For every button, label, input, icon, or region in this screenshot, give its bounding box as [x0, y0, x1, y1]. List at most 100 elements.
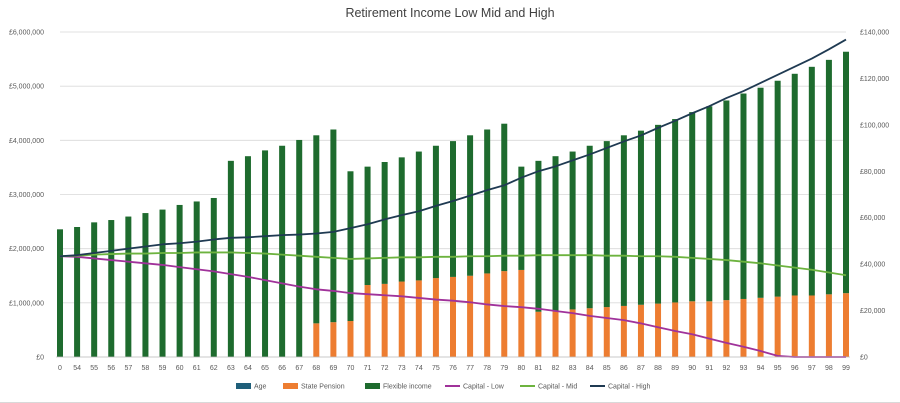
- x-tick-label: 68: [312, 365, 320, 372]
- line-capital-low: [59, 255, 846, 358]
- x-tick-label: 88: [654, 365, 662, 372]
- bar-state-pension: [723, 300, 730, 357]
- legend-label: Age: [254, 384, 267, 391]
- bar-state-pension: [774, 296, 781, 357]
- bar-flexible-income: [244, 156, 251, 357]
- bar-flexible-income: [467, 135, 474, 276]
- bar-state-pension: [791, 295, 798, 357]
- bar-flexible-income: [620, 135, 627, 306]
- bar-state-pension: [672, 302, 679, 357]
- left-axis: £0 £1,000,000 £2,000,000 £3,000,000 £4,000,0…: [9, 30, 44, 362]
- x-tick-label: 74: [415, 365, 423, 372]
- x-tick-label: 84: [586, 365, 594, 372]
- bar-flexible-income: [415, 151, 422, 281]
- bar-flexible-income: [364, 166, 371, 286]
- legend-bar-swatch: [365, 383, 380, 389]
- bar-flexible-income: [689, 112, 696, 302]
- bar-state-pension: [569, 309, 576, 357]
- x-tick-label: 66: [278, 365, 286, 372]
- bar-flexible-income: [57, 229, 63, 357]
- x-tick-label: 61: [193, 365, 201, 372]
- chart-title: Retirement Income Low Mid and High: [345, 6, 554, 20]
- bar-flexible-income: [330, 129, 337, 323]
- bar-flexible-income: [637, 130, 644, 305]
- x-tick-label: 71: [364, 365, 372, 372]
- bar-state-pension: [432, 278, 439, 357]
- bar-flexible-income: [450, 141, 456, 277]
- right-tick-label: £120,000: [860, 76, 889, 83]
- bar-flexible-income: [808, 66, 815, 296]
- bar-flexible-income: [774, 80, 781, 297]
- bar-flexible-income: [791, 73, 798, 296]
- right-tick-label: £20,000: [860, 308, 885, 315]
- bar-flexible-income: [296, 139, 303, 357]
- left-tick-label: £4,000,000: [9, 138, 44, 145]
- legend-label: Capital - Low: [463, 384, 505, 391]
- bar-state-pension: [757, 297, 764, 357]
- x-tick-label: 90: [688, 365, 696, 372]
- right-tick-label: £80,000: [860, 169, 885, 176]
- x-tick-label: 64: [244, 365, 252, 372]
- x-tick-label: 55: [90, 365, 98, 372]
- bar-flexible-income: [193, 201, 200, 357]
- bar-flexible-income: [142, 213, 149, 357]
- x-tick-label: 98: [825, 365, 833, 372]
- bar-state-pension: [586, 308, 593, 357]
- bar-flexible-income: [586, 145, 593, 309]
- legend: Age State Pension Flexible income Capital -…: [236, 383, 651, 391]
- x-tick-label: 89: [671, 365, 679, 372]
- bar-state-pension: [313, 323, 320, 357]
- bar-state-pension: [689, 301, 696, 357]
- bar-flexible-income: [825, 59, 832, 295]
- bar-flexible-income: [843, 51, 849, 294]
- x-tick-label: 95: [774, 365, 782, 372]
- bar-state-pension: [381, 283, 388, 357]
- bar-flexible-income: [740, 93, 747, 299]
- bar-state-pension: [330, 322, 337, 357]
- legend-bar-swatch: [236, 383, 251, 389]
- bar-flexible-income: [655, 124, 662, 304]
- legend-label: Flexible income: [383, 384, 432, 391]
- x-tick-label: 91: [705, 365, 713, 372]
- bar-state-pension: [603, 307, 610, 357]
- bar-flexible-income: [432, 145, 439, 279]
- x-tick-label: 58: [142, 365, 150, 372]
- bar-flexible-income: [706, 106, 713, 302]
- x-tick-label: 69: [329, 365, 337, 372]
- bar-flexible-income: [723, 100, 730, 301]
- x-tick-label: 54: [73, 365, 81, 372]
- bar-state-pension: [450, 276, 456, 357]
- x-tick-label: 60: [176, 365, 184, 372]
- right-tick-label: £60,000: [860, 215, 885, 222]
- bar-state-pension: [415, 280, 422, 357]
- x-tick-label: 79: [500, 365, 508, 372]
- left-tick-label: £6,000,000: [9, 30, 44, 37]
- left-tick-label: £2,000,000: [9, 246, 44, 253]
- bar-state-pension: [843, 293, 849, 357]
- bar-flexible-income: [108, 220, 115, 357]
- left-tick-label: £1,000,000: [9, 300, 44, 307]
- x-tick-label: 72: [381, 365, 389, 372]
- x-tick-label: 94: [757, 365, 765, 372]
- bar-state-pension: [398, 281, 405, 357]
- line-capital-high: [59, 38, 847, 258]
- bar-flexible-income: [279, 145, 286, 357]
- bar-state-pension: [552, 310, 559, 357]
- bar-flexible-income: [603, 141, 610, 308]
- x-tick-label: 67: [295, 365, 303, 372]
- legend-label: State Pension: [301, 384, 345, 391]
- bar-flexible-income: [347, 171, 354, 322]
- bar-flexible-income: [535, 160, 542, 312]
- legend-label: Capital - High: [608, 384, 651, 391]
- x-tick-label: 93: [740, 365, 748, 372]
- bar-state-pension: [518, 269, 525, 357]
- bar-state-pension: [501, 271, 508, 357]
- right-tick-label: £100,000: [860, 122, 889, 129]
- x-tick-label: 62: [210, 365, 218, 372]
- lines: [59, 38, 847, 358]
- left-tick-label: £3,000,000: [9, 192, 44, 199]
- x-tick-label: 57: [124, 365, 132, 372]
- x-tick-label: 70: [347, 365, 355, 372]
- bar-state-pension: [655, 303, 662, 357]
